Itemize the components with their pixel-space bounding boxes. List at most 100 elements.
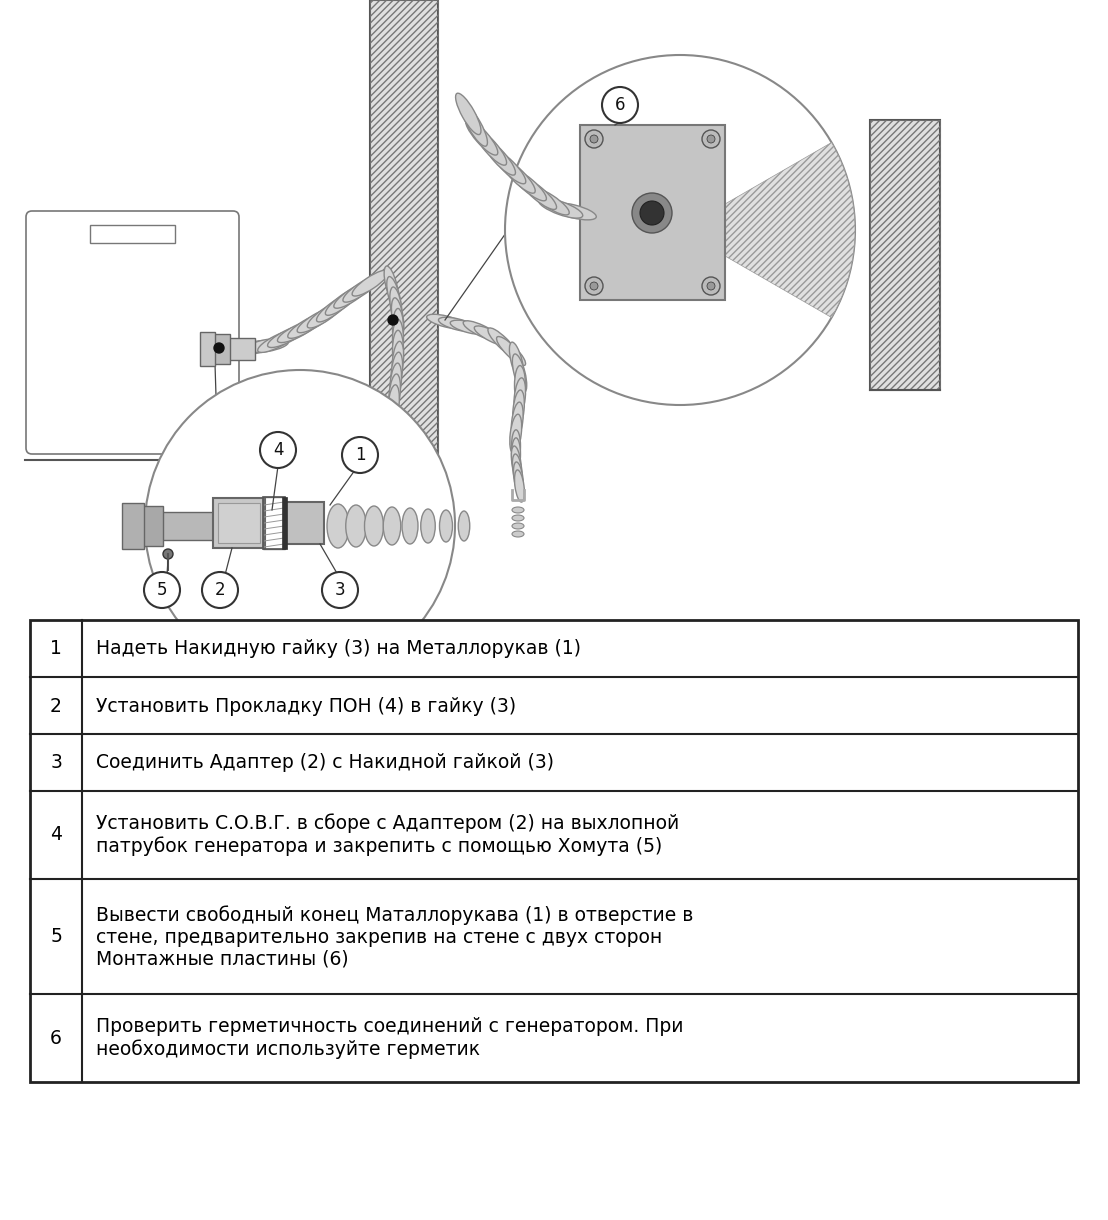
Text: 4: 4	[273, 440, 284, 459]
Circle shape	[144, 572, 179, 608]
Text: 5: 5	[50, 927, 62, 947]
Ellipse shape	[463, 321, 500, 340]
Ellipse shape	[483, 139, 515, 176]
Ellipse shape	[474, 326, 510, 346]
Circle shape	[342, 437, 378, 473]
Ellipse shape	[459, 511, 470, 540]
Circle shape	[163, 549, 173, 559]
Ellipse shape	[384, 266, 399, 305]
Ellipse shape	[462, 105, 488, 146]
Ellipse shape	[392, 309, 403, 348]
Bar	[263, 497, 285, 549]
Ellipse shape	[513, 462, 523, 494]
Circle shape	[505, 55, 855, 405]
Ellipse shape	[277, 321, 317, 343]
Circle shape	[202, 572, 238, 608]
Wedge shape	[680, 143, 855, 317]
Ellipse shape	[383, 508, 401, 545]
Ellipse shape	[365, 506, 383, 547]
Circle shape	[589, 135, 598, 143]
Ellipse shape	[390, 287, 402, 326]
Ellipse shape	[258, 331, 297, 353]
Text: Надеть Накидную гайку (3) на Металлорукав (1): Надеть Накидную гайку (3) на Металлорука…	[96, 639, 581, 659]
Ellipse shape	[488, 328, 517, 357]
Ellipse shape	[392, 320, 403, 359]
Ellipse shape	[512, 454, 522, 486]
Ellipse shape	[512, 523, 524, 529]
Ellipse shape	[512, 515, 524, 521]
Circle shape	[602, 87, 638, 123]
Ellipse shape	[538, 198, 583, 218]
Text: 2: 2	[50, 697, 62, 715]
Ellipse shape	[474, 129, 506, 165]
Ellipse shape	[510, 168, 546, 201]
Bar	[213, 498, 265, 548]
Bar	[370, 0, 438, 490]
Ellipse shape	[520, 178, 556, 210]
Circle shape	[707, 282, 715, 290]
Text: 6: 6	[615, 96, 625, 113]
Ellipse shape	[501, 159, 535, 193]
Bar	[283, 497, 287, 549]
Bar	[263, 497, 285, 549]
Ellipse shape	[530, 187, 570, 215]
Ellipse shape	[440, 510, 452, 542]
Ellipse shape	[512, 429, 521, 462]
Text: 6: 6	[50, 1028, 62, 1048]
Text: 3: 3	[50, 754, 62, 772]
Text: Соединить Адаптер (2) с Накидной гайкой (3): Соединить Адаптер (2) с Накидной гайкой …	[96, 754, 554, 772]
Bar	[148, 512, 213, 540]
Bar	[870, 120, 940, 390]
Ellipse shape	[402, 508, 418, 544]
Bar	[122, 503, 144, 549]
Ellipse shape	[352, 270, 389, 296]
Ellipse shape	[388, 384, 399, 425]
Ellipse shape	[288, 314, 326, 338]
Ellipse shape	[510, 342, 524, 381]
Ellipse shape	[391, 353, 402, 392]
Ellipse shape	[427, 315, 465, 328]
Ellipse shape	[513, 390, 524, 429]
Ellipse shape	[496, 337, 525, 366]
Ellipse shape	[246, 339, 288, 353]
Circle shape	[585, 277, 603, 295]
Circle shape	[640, 201, 664, 224]
Bar	[30, 215, 235, 450]
Bar	[212, 334, 230, 364]
Bar	[579, 124, 725, 300]
Ellipse shape	[267, 326, 307, 348]
Ellipse shape	[392, 342, 403, 381]
Text: 2: 2	[215, 581, 225, 599]
Text: Установить С.О.В.Г. в сборе с Адаптером (2) на выхлопной
патрубок генератора и з: Установить С.О.В.Г. в сборе с Адаптером …	[96, 814, 679, 856]
Text: Проверить герметичность соединений с генератором. При
необходимости используйте : Проверить герметичность соединений с ген…	[96, 1017, 684, 1059]
Ellipse shape	[511, 403, 523, 442]
Text: 5: 5	[156, 581, 167, 599]
Ellipse shape	[389, 375, 400, 414]
Ellipse shape	[421, 509, 435, 543]
Circle shape	[702, 277, 720, 295]
Ellipse shape	[551, 203, 596, 220]
Ellipse shape	[317, 294, 352, 322]
Bar	[225, 338, 255, 360]
Ellipse shape	[510, 415, 522, 454]
Ellipse shape	[346, 505, 367, 547]
Ellipse shape	[514, 378, 525, 417]
Text: Вывести свободный конец Маталлорукава (1) в отверстие в
стене, предварительно за: Вывести свободный конец Маталлорукава (1…	[96, 905, 694, 969]
Ellipse shape	[326, 288, 360, 315]
Circle shape	[589, 282, 598, 290]
Ellipse shape	[390, 364, 401, 403]
Text: Установить Прокладку ПОН (4) в гайку (3): Установить Прокладку ПОН (4) в гайку (3)	[96, 697, 516, 715]
Ellipse shape	[512, 531, 524, 537]
Ellipse shape	[224, 342, 267, 356]
Ellipse shape	[342, 276, 379, 303]
Ellipse shape	[391, 298, 403, 337]
Ellipse shape	[307, 301, 343, 328]
Ellipse shape	[465, 118, 497, 155]
Circle shape	[702, 131, 720, 148]
Ellipse shape	[455, 93, 481, 134]
Ellipse shape	[334, 282, 370, 309]
Text: 1: 1	[355, 447, 366, 464]
Text: 3: 3	[335, 581, 346, 599]
Bar	[370, 0, 438, 490]
Bar	[201, 332, 215, 366]
